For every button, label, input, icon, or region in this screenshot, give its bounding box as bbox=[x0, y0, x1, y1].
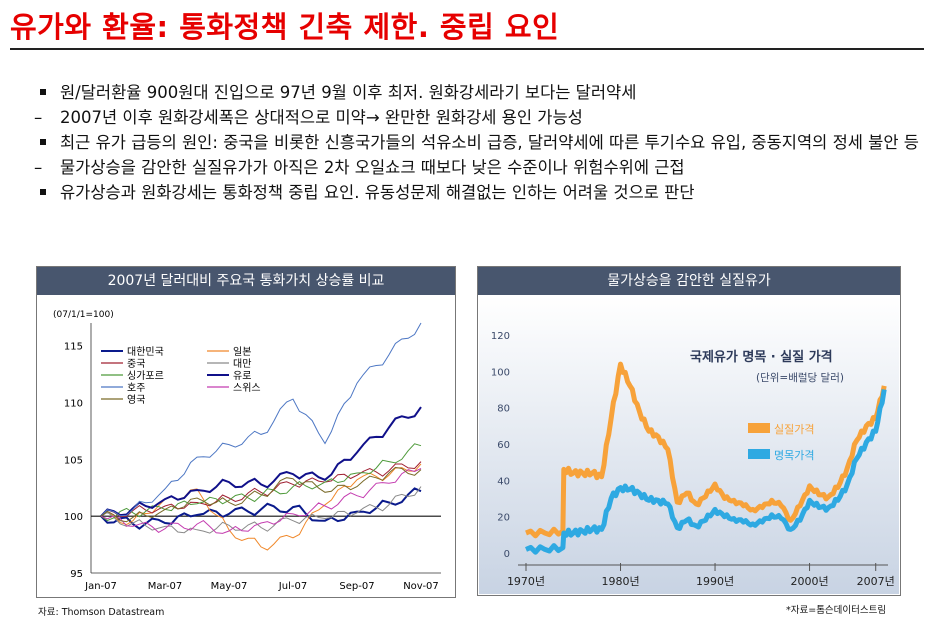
x-tick-label: Mar-07 bbox=[148, 581, 183, 592]
currency-chart-header: 2007년 달러대비 주요국 통화가치 상승률 비교 bbox=[37, 267, 455, 295]
y-tick-label: 60 bbox=[497, 440, 510, 451]
bullet-list: 원/달러환율 900원대 진입으로 97년 9월 이후 최저. 원화강세라기 보… bbox=[34, 80, 920, 205]
y-tick-label: 120 bbox=[491, 331, 510, 342]
sub-bullet-item: – 2007년 이후 원화강세폭은 상대적으로 미약→ 완만한 원화강세 용인 … bbox=[34, 105, 920, 130]
oil-chart-header: 물가상승을 감안한 실질유가 bbox=[478, 267, 900, 295]
bullet-item: 유가상승과 원화강세는 통화정책 중립 요인. 유동성문제 해결없는 인하는 어… bbox=[40, 180, 920, 205]
y-tick-label: 20 bbox=[497, 513, 510, 524]
bullet-text: 물가상승을 감안한 실질유가가 아직은 2차 오일쇼크 때보다 낮은 수준이나 … bbox=[60, 158, 685, 177]
bullet-item: 최근 유가 급등의 원인: 중국을 비롯한 신흥국가들의 석유소비 급증, 달러… bbox=[40, 130, 920, 155]
x-tick-label: 1970년 bbox=[507, 575, 545, 588]
x-tick-label: 1990년 bbox=[696, 575, 734, 588]
bullet-text: 원/달러환율 900원대 진입으로 97년 9월 이후 최저. 원화강세라기 보… bbox=[60, 83, 637, 102]
right-source: *자료=톰슨데이터스트림 bbox=[786, 605, 887, 616]
sub-bullet-item: – 물가상승을 감안한 실질유가가 아직은 2차 오일쇼크 때보다 낮은 수준이… bbox=[34, 155, 920, 180]
x-tick-label: May-07 bbox=[211, 581, 248, 592]
y-tick-label: 80 bbox=[497, 404, 510, 415]
legend-swatch bbox=[748, 423, 770, 433]
x-tick-label: Nov-07 bbox=[403, 581, 439, 592]
dash-icon: – bbox=[34, 108, 43, 127]
legend-label: 일본 bbox=[233, 346, 251, 358]
series-line bbox=[100, 486, 422, 534]
y-tick-label: 40 bbox=[497, 476, 510, 487]
dash-icon: – bbox=[34, 158, 43, 177]
legend-label: 명목가격 bbox=[774, 449, 814, 462]
y-tick-label: 100 bbox=[64, 512, 83, 523]
y-tick-label: 0 bbox=[504, 549, 510, 560]
series-line bbox=[100, 463, 422, 551]
x-tick-label: 2000년 bbox=[790, 575, 828, 588]
series-line bbox=[100, 466, 422, 523]
y-tick-label: 105 bbox=[64, 455, 83, 466]
oil-price-chart: 국제유가 명목 · 실질 가격 (단위=배럴당 달러) 0 20 40 60 80 100… bbox=[479, 296, 899, 594]
oil-chart-background bbox=[479, 296, 899, 594]
series-line bbox=[525, 389, 887, 555]
x-tick-label: 2007년 bbox=[857, 575, 895, 588]
legend-label: 싱가포르 bbox=[127, 370, 164, 382]
legend-label: 대한민국 bbox=[127, 346, 164, 358]
y-tick-label: 115 bbox=[64, 342, 83, 353]
y-tick-label: 110 bbox=[64, 399, 83, 410]
y-tick-label: 95 bbox=[70, 569, 83, 580]
bullet-square-icon bbox=[40, 89, 46, 95]
x-tick-label: Sep-07 bbox=[339, 581, 374, 592]
oil-chart-subtitle: (단위=배럴당 달러) bbox=[756, 371, 844, 384]
index-note: (07/1/1=100) bbox=[53, 310, 114, 320]
page-title: 유가와 환율: 통화정책 긴축 제한. 중립 요인 bbox=[10, 10, 560, 44]
currency-chart: (07/1/1=100) 95 100 105 110 115 Jan-07 Mar-07… bbox=[53, 310, 441, 592]
x-tick-label: Jan-07 bbox=[84, 581, 117, 592]
series-line bbox=[100, 487, 422, 530]
left-source: 자료: Thomson Datastream bbox=[38, 607, 165, 618]
oil-price-panel: 물가상승을 감안한 실질유가 국제유가 명목 · 실질 가격 (단위=배럴당 달… bbox=[477, 266, 901, 596]
legend-label: 스위스 bbox=[233, 381, 261, 394]
x-tick-label: Jul-07 bbox=[278, 581, 307, 592]
series-line bbox=[525, 361, 887, 539]
bullet-square-icon bbox=[40, 139, 46, 145]
bullet-item: 원/달러환율 900원대 진입으로 97년 9월 이후 최저. 원화강세라기 보… bbox=[40, 80, 920, 105]
bullet-text: 유가상승과 원화강세는 통화정책 중립 요인. 유동성문제 해결없는 인하는 어… bbox=[60, 183, 695, 202]
series-line bbox=[100, 322, 422, 517]
legend-label: 호주 bbox=[127, 382, 145, 394]
currency-chart-panel: 2007년 달러대비 주요국 통화가치 상승률 비교 (07/1/1=100) … bbox=[36, 266, 456, 598]
x-tick-label: 1980년 bbox=[601, 575, 639, 588]
legend-label: 중국 bbox=[127, 358, 145, 370]
oil-chart-title: 국제유가 명목 · 실질 가격 bbox=[690, 349, 833, 365]
series-line bbox=[100, 406, 422, 517]
legend-swatch bbox=[748, 449, 770, 459]
bullet-text: 2007년 이후 원화강세폭은 상대적으로 미약→ 완만한 원화강세 용인 가능… bbox=[60, 108, 583, 127]
title-divider bbox=[10, 48, 924, 50]
bullet-text: 최근 유가 급등의 원인: 중국을 비롯한 신흥국가들의 석유소비 급증, 달러… bbox=[60, 133, 919, 152]
y-tick-label: 100 bbox=[491, 367, 510, 378]
series-line bbox=[100, 461, 422, 518]
legend-label: 실질가격 bbox=[774, 423, 814, 436]
legend-label: 유로 bbox=[233, 370, 251, 382]
legend-label: 대만 bbox=[233, 358, 251, 370]
series-line bbox=[100, 468, 422, 534]
legend-label: 영국 bbox=[127, 394, 145, 406]
bullet-square-icon bbox=[40, 189, 46, 195]
